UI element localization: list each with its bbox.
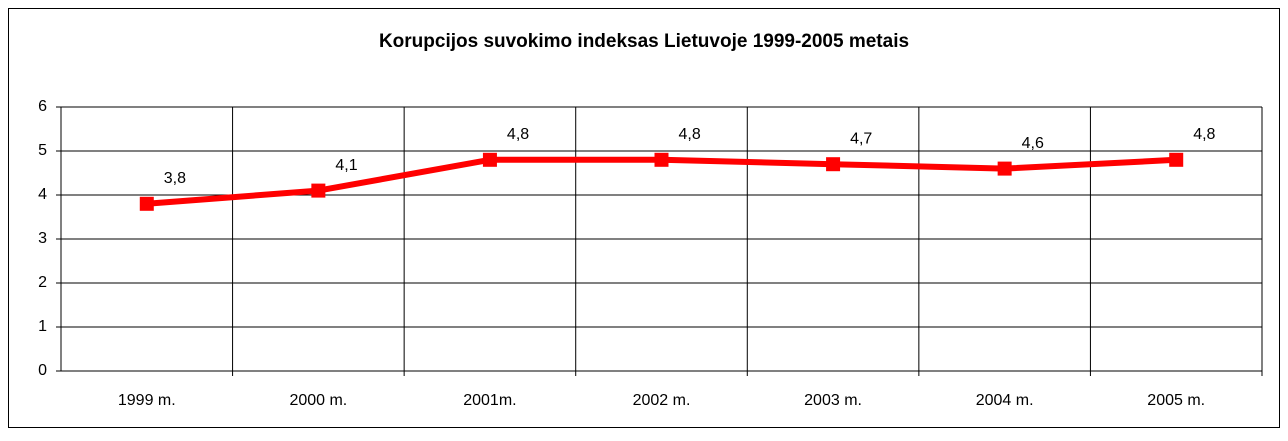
y-tick-label: 5 [38,142,47,159]
point-marker [482,152,497,167]
point-marker [311,183,326,198]
chart-border [8,8,1280,428]
y-tick-label: 4 [38,186,47,203]
point-marker [826,157,841,172]
data-label: 3,8 [164,170,186,187]
data-label: 4,8 [507,126,529,143]
x-tick-label: 1999 m. [118,392,176,409]
y-tick-label: 6 [38,98,47,115]
data-label: 4,8 [1193,126,1215,143]
y-tick-label: 3 [38,230,47,247]
point-marker [997,161,1012,176]
x-tick-label: 2003 m. [804,392,862,409]
point-marker [1169,152,1184,167]
x-tick-label: 2004 m. [976,392,1034,409]
data-label: 4,1 [335,157,357,174]
x-tick-label: 2002 m. [633,392,691,409]
x-tick-label: 2005 m. [1147,392,1205,409]
y-tick-label: 0 [38,362,47,379]
data-label: 4,8 [679,126,701,143]
y-tick-label: 2 [38,274,47,291]
data-label: 4,6 [1022,135,1044,152]
y-tick-label: 1 [38,318,47,335]
chart-title: Korupcijos suvokimo indeksas Lietuvoje 1… [379,31,909,52]
data-label: 4,7 [850,130,872,147]
x-tick-label: 2001m. [463,392,516,409]
point-marker [654,152,669,167]
point-marker [139,196,154,211]
x-tick-label: 2000 m. [289,392,347,409]
